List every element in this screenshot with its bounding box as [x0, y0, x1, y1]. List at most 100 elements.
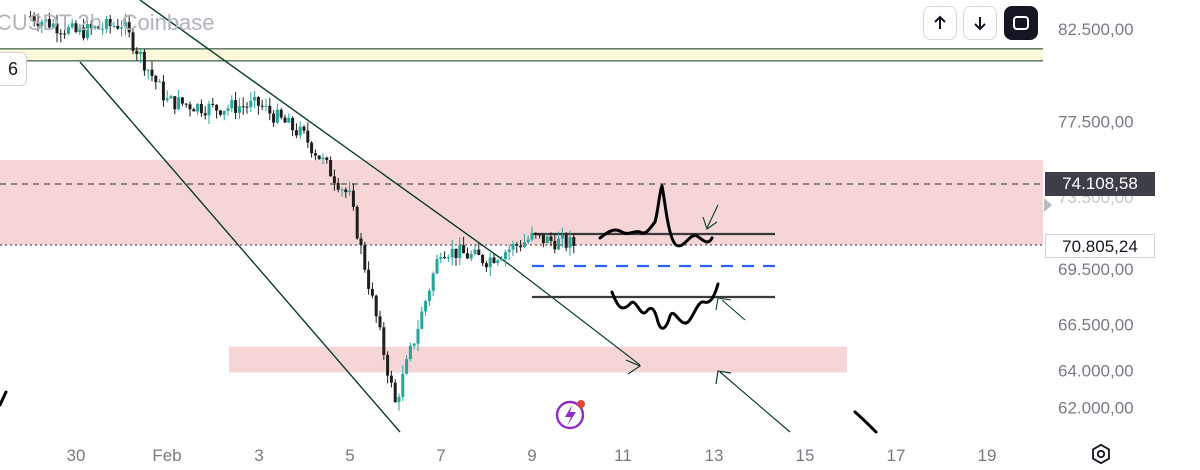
candle-body [557, 238, 561, 250]
candle-body [484, 263, 488, 268]
fullscreen-button[interactable] [1004, 6, 1038, 40]
candle-body [28, 16, 32, 18]
candle-body [329, 159, 333, 177]
candle-body [63, 33, 67, 35]
candle-body [481, 255, 485, 264]
candle-body [458, 245, 462, 259]
lower-arrowhead [715, 370, 732, 385]
candle-body [85, 24, 89, 39]
candle-body [207, 103, 211, 116]
candle-body [522, 242, 526, 248]
candle-body [454, 248, 458, 259]
candle-body [507, 249, 511, 253]
y-tick-label: 62.000,00 [1058, 399, 1134, 418]
scribble-left-edge-path [0, 390, 8, 407]
channel-lower-line [79, 61, 401, 433]
candle-body [97, 26, 101, 29]
y-tick-label: 82.500,00 [1058, 20, 1134, 39]
candle-body [268, 105, 272, 114]
candle-body [127, 22, 131, 33]
y-tick-label: 64.000,00 [1058, 362, 1134, 381]
x-tick-label: 5 [345, 446, 354, 465]
channel-upper-line [139, 0, 511, 266]
candle-body [401, 373, 405, 397]
candle-body [367, 269, 371, 289]
x-tick-label: 30 [67, 446, 86, 465]
candle-body [340, 189, 344, 191]
candle-body [188, 104, 192, 110]
candle-body [545, 236, 549, 244]
candle-body [93, 26, 97, 28]
lower-arrow-line [719, 371, 791, 433]
candle-body [74, 23, 78, 32]
candle-body [332, 176, 336, 183]
candle-body [462, 245, 466, 254]
candle-body [469, 254, 473, 259]
left-badge[interactable]: 6 [0, 52, 27, 86]
candle-body [306, 130, 310, 143]
candle-body [241, 106, 245, 108]
candle-body [568, 237, 572, 248]
interval-label: 2h [77, 10, 102, 35]
candle-body [142, 51, 146, 71]
candle-body [321, 157, 325, 160]
candle-body [55, 23, 59, 34]
candle-body [549, 236, 553, 241]
candle-body [553, 240, 557, 250]
symbol-header: CUSDT 2h · Coinbase [0, 10, 215, 36]
y-tick-label: 69.500,00 [1058, 260, 1134, 279]
candle-body [226, 108, 230, 111]
candle-body [78, 27, 82, 32]
candle-body [294, 130, 298, 136]
arrow-up-button[interactable] [923, 6, 957, 40]
top-arrowhead [702, 216, 718, 230]
candle-body [503, 252, 507, 259]
candle-body [450, 248, 454, 258]
candle-body [560, 234, 564, 239]
candle-body [412, 343, 416, 346]
candle-body [298, 126, 302, 136]
candle-body [139, 51, 143, 55]
candle-body [511, 244, 515, 250]
candle-body [465, 253, 469, 259]
x-tick-label: 17 [887, 446, 906, 465]
arrow-down-button[interactable] [963, 6, 997, 40]
candle-body [538, 234, 542, 236]
candle-body [249, 100, 253, 108]
candle-body [325, 157, 329, 160]
candle-body [302, 126, 306, 131]
candle-body [397, 396, 401, 403]
candle-body [51, 23, 55, 28]
candle-body [313, 153, 317, 156]
candle-body [264, 105, 268, 107]
projection-line [509, 264, 641, 366]
candle-body [496, 260, 500, 264]
candle-body [336, 182, 340, 190]
scroll-right-icon[interactable] [1044, 198, 1052, 212]
candle-body [135, 50, 139, 55]
top-arrow-line [706, 204, 719, 229]
candle-body [158, 81, 162, 83]
candle-body [146, 69, 150, 71]
candle-body [70, 23, 74, 28]
candle-body [359, 238, 363, 246]
candle-body [116, 25, 120, 29]
lightning-icon [555, 400, 585, 430]
candle-body [165, 98, 169, 101]
arrow-down-icon [974, 17, 986, 31]
candle-body [272, 113, 276, 123]
candle-body [310, 142, 314, 154]
candle-body [215, 104, 219, 111]
candle-body [108, 19, 112, 26]
candle-body [287, 118, 291, 123]
candle-body [275, 109, 279, 123]
x-tick-label: 19 [978, 446, 997, 465]
settings-gear-icon[interactable] [1090, 443, 1112, 465]
candle-body [89, 24, 93, 28]
candle-body [351, 190, 355, 207]
candle-body [169, 96, 173, 99]
candle-body [150, 69, 154, 76]
candle-body [66, 27, 70, 34]
exchange-name: Coinbase [121, 10, 215, 35]
